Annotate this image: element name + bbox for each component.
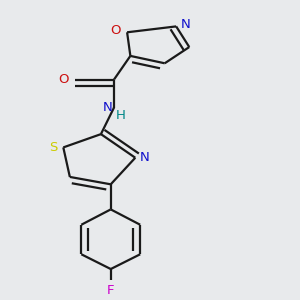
Text: N: N [103,101,112,114]
Text: O: O [111,24,121,37]
Text: N: N [140,151,150,164]
Text: N: N [181,18,191,32]
Text: H: H [116,109,125,122]
Text: F: F [107,284,115,297]
Text: S: S [49,141,57,154]
Text: O: O [58,73,69,86]
